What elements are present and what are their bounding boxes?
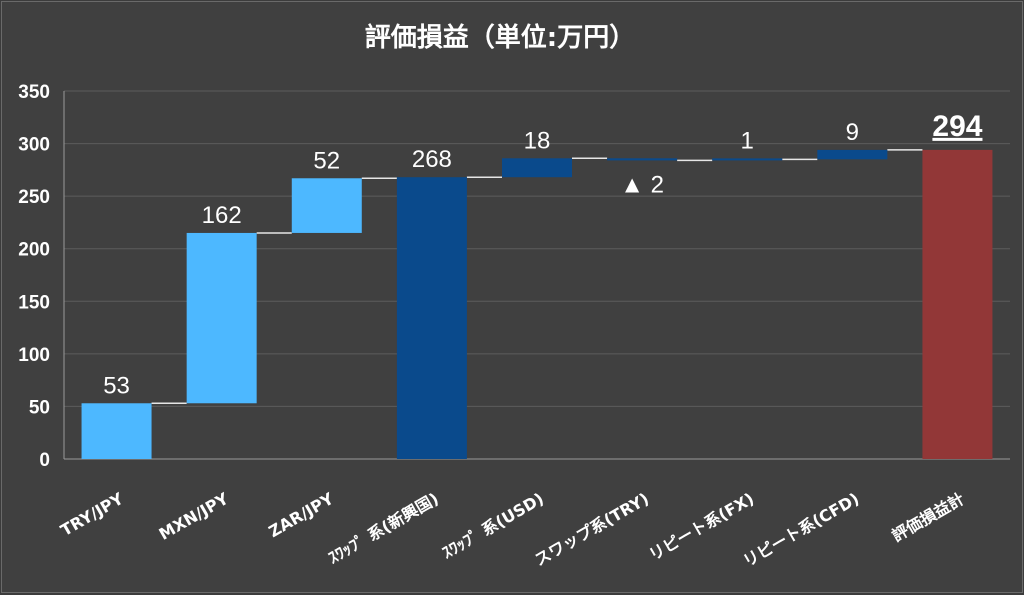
bars [81,149,993,459]
x-category-label-3: ｽﾜｯﾌﾟ 系(新興国) [325,489,442,568]
y-tick-label-2: 100 [18,345,50,366]
data-label-2: 52 [313,147,340,174]
bar-4 [502,158,572,178]
x-category-label-7: リピート系(CFD) [740,489,863,571]
x-category-label-0: TRY/JPY [57,489,127,540]
y-tick-label-5: 250 [18,187,50,208]
y-axis: 0 50 100 150 200 250 300 350 [18,82,1010,471]
bar-8 [922,149,993,459]
y-tick-label-3: 150 [18,292,50,313]
data-label-3: 268 [412,146,452,173]
bar-3 [396,177,467,459]
x-category-label-5: スワップ系(TRY) [531,489,652,570]
data-label-5: ▲ 2 [620,171,664,198]
y-tick-label-7: 350 [18,82,50,103]
bar-2 [291,178,362,233]
y-tick-label-6: 300 [18,135,50,156]
data-label-7: 9 [846,119,859,146]
bar-5 [607,158,678,161]
data-label-0: 53 [103,372,130,399]
connector-lines [151,149,923,405]
x-category-label-1: MXN/JPY [156,489,232,544]
bar-1 [186,232,257,404]
x-category-label-8: 評価損益計 [889,489,968,545]
x-category-label-4: ｽﾜｯﾌﾟ 系(USD) [439,489,547,562]
y-tick-label-4: 200 [18,240,50,261]
data-label-1: 162 [202,202,242,229]
bar-7 [817,149,888,160]
data-label-6: 1 [741,127,754,154]
y-tick-label-1: 50 [29,397,50,418]
y-tick-label-0: 0 [39,450,50,471]
chart-title: 評価損益（単位:万円） [365,22,635,53]
bar-6 [712,158,783,161]
bar-0 [81,403,152,459]
data-labels: 53 162 52 268 18 ▲ 2 1 9 294 [103,110,983,399]
data-label-8: 294 [932,110,982,143]
x-category-label-2: ZAR/JPY [265,489,337,541]
data-label-4: 18 [524,127,551,154]
